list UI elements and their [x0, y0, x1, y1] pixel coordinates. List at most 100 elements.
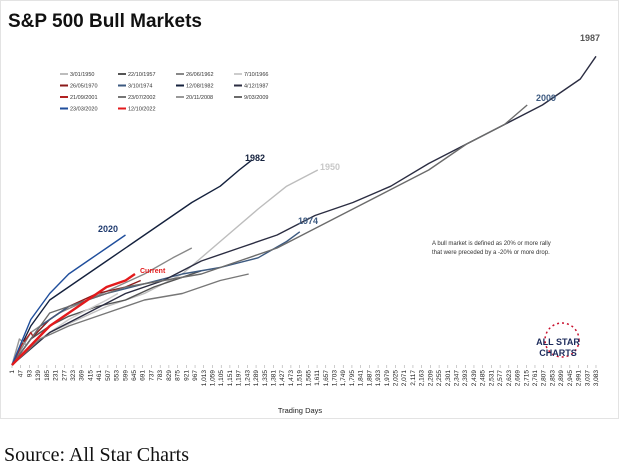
legend-label: 26/06/1962: [186, 72, 214, 78]
x-tick-label: 691: [140, 370, 147, 381]
x-tick-label: 3,083: [593, 370, 600, 387]
x-tick-label: 2,485: [480, 370, 487, 387]
legend-label: 20/11/2008: [186, 95, 213, 101]
series-line: [11, 55, 597, 366]
x-tick-label: 2,255: [436, 370, 443, 387]
note: that were preceded by a -20% or more dro…: [432, 250, 550, 256]
logo: ALL STAR CHARTS: [536, 322, 580, 358]
legend-label: 7/10/1966: [244, 72, 268, 78]
x-tick-label: 2,209: [427, 370, 434, 387]
x-tick-label: 2,715: [523, 370, 530, 387]
annotation: 1987: [580, 33, 600, 43]
series-line: [11, 273, 136, 366]
x-tick-label: 185: [44, 370, 51, 381]
x-tick-label: 277: [61, 370, 68, 381]
x-tick-label: 1,381: [270, 370, 277, 387]
legend-label: 4/12/1987: [244, 84, 268, 90]
series-line: [11, 234, 126, 366]
x-tick-label: 829: [166, 370, 173, 381]
series-line: [11, 104, 528, 366]
note: A bull market is defined as 20% or more …: [432, 241, 551, 247]
x-tick-label: 2,531: [488, 370, 495, 387]
x-tick-label: 1,565: [305, 370, 312, 387]
annotation: 1974: [298, 216, 318, 226]
x-tick-label: 461: [96, 370, 103, 381]
legend-label: 23/03/2020: [70, 107, 98, 113]
x-tick-label: 1,289: [253, 370, 260, 387]
x-tick-label: 921: [183, 370, 190, 381]
legend: 3/01/1950 22/10/1957 26/06/1962 7/10/1966 26…: [60, 72, 268, 113]
x-tick-label: 783: [157, 370, 164, 381]
source: Source: All Star Charts: [4, 444, 189, 466]
x-tick-label: 1,703: [332, 370, 339, 387]
x-tick-label: 1,059: [209, 370, 216, 387]
x-tick-label: 1,105: [218, 370, 225, 387]
x-tick-label: 2,945: [567, 370, 574, 387]
x-tick-label: 2,347: [454, 370, 461, 387]
x-tick-label: 1,841: [358, 370, 365, 387]
x-tick-label: 2,393: [462, 370, 469, 387]
x-tick-label: 3,037: [584, 370, 591, 387]
x-tick-label: 2,899: [558, 370, 565, 387]
legend-label: 12/10/2022: [128, 107, 156, 113]
x-tick-label: 1,611: [314, 370, 321, 386]
x-tick-label: 47: [18, 370, 25, 378]
logo-text: ALL STAR: [536, 337, 580, 347]
series-line: [11, 247, 193, 366]
logo-text: CHARTS: [539, 348, 577, 358]
x-tick-label: 1,335: [262, 370, 269, 387]
x-tick-label: 2,991: [576, 370, 583, 387]
x-tick-label: 2,761: [532, 370, 539, 387]
series-line: [11, 338, 28, 366]
legend-label: 12/08/1982: [186, 84, 214, 90]
x-tick-label: 2,853: [549, 370, 556, 387]
x-tick-label: 1: [9, 370, 16, 374]
x-tick-label: 1,427: [279, 370, 286, 387]
legend-label: 26/05/1970: [70, 84, 98, 90]
x-tick-label: 1,887: [366, 370, 373, 387]
x-tick-label: 2,301: [445, 370, 452, 387]
logo-ring: [544, 322, 580, 358]
series-line: [11, 270, 202, 366]
x-tick-label: 2,117: [410, 370, 417, 386]
x-tick-label: 1,473: [288, 370, 295, 387]
x-tick-label: 2,071: [401, 370, 408, 387]
x-tick-label: 2,439: [471, 370, 478, 387]
x-tick-label: 2,163: [419, 370, 426, 387]
x-tick-label: 1,243: [244, 370, 251, 387]
chart-title: S&P 500 Bull Markets: [8, 11, 202, 32]
x-tick-label: 2,623: [506, 370, 513, 387]
x-tick-label: 737: [148, 370, 155, 381]
chart-frame: [0, 0, 619, 419]
legend-label: 23/07/2002: [128, 95, 156, 101]
series-line: [11, 159, 252, 366]
x-tick-label: 1,519: [297, 370, 304, 387]
x-tick-label: 2,807: [541, 370, 548, 387]
series-line: [11, 273, 249, 366]
x-tick-label: 645: [131, 370, 138, 381]
x-tick-label: 875: [175, 370, 182, 381]
annotation: 1950: [320, 162, 340, 172]
legend-label: 22/10/1957: [128, 72, 156, 78]
x-tick-label: 1,657: [323, 370, 330, 387]
x-tick-label: 369: [79, 370, 86, 381]
x-tick-label: 507: [105, 370, 112, 381]
x-axis-label: Trading Days: [278, 406, 323, 415]
x-tick-label: 231: [53, 370, 60, 381]
x-tick-label: 93: [26, 370, 33, 378]
x-tick-label: 139: [35, 370, 42, 381]
x-tick-label: 323: [70, 370, 77, 381]
x-tick-label: 1,013: [201, 370, 208, 387]
x-tick-label: 2,669: [515, 370, 522, 387]
x-tick-label: 967: [192, 370, 199, 381]
x-tick-label: 1,933: [375, 370, 382, 387]
x-tick-label: 553: [114, 370, 121, 381]
x-tick-label: 415: [87, 370, 94, 381]
x-tick-label: 1,749: [340, 370, 347, 387]
x-tick-label: 1,979: [384, 370, 391, 387]
x-tick-label: 1,795: [349, 370, 356, 387]
x-tick-label: 1,151: [227, 370, 234, 387]
x-tick-label: 2,025: [393, 370, 400, 387]
x-tick-label: 599: [122, 370, 129, 381]
